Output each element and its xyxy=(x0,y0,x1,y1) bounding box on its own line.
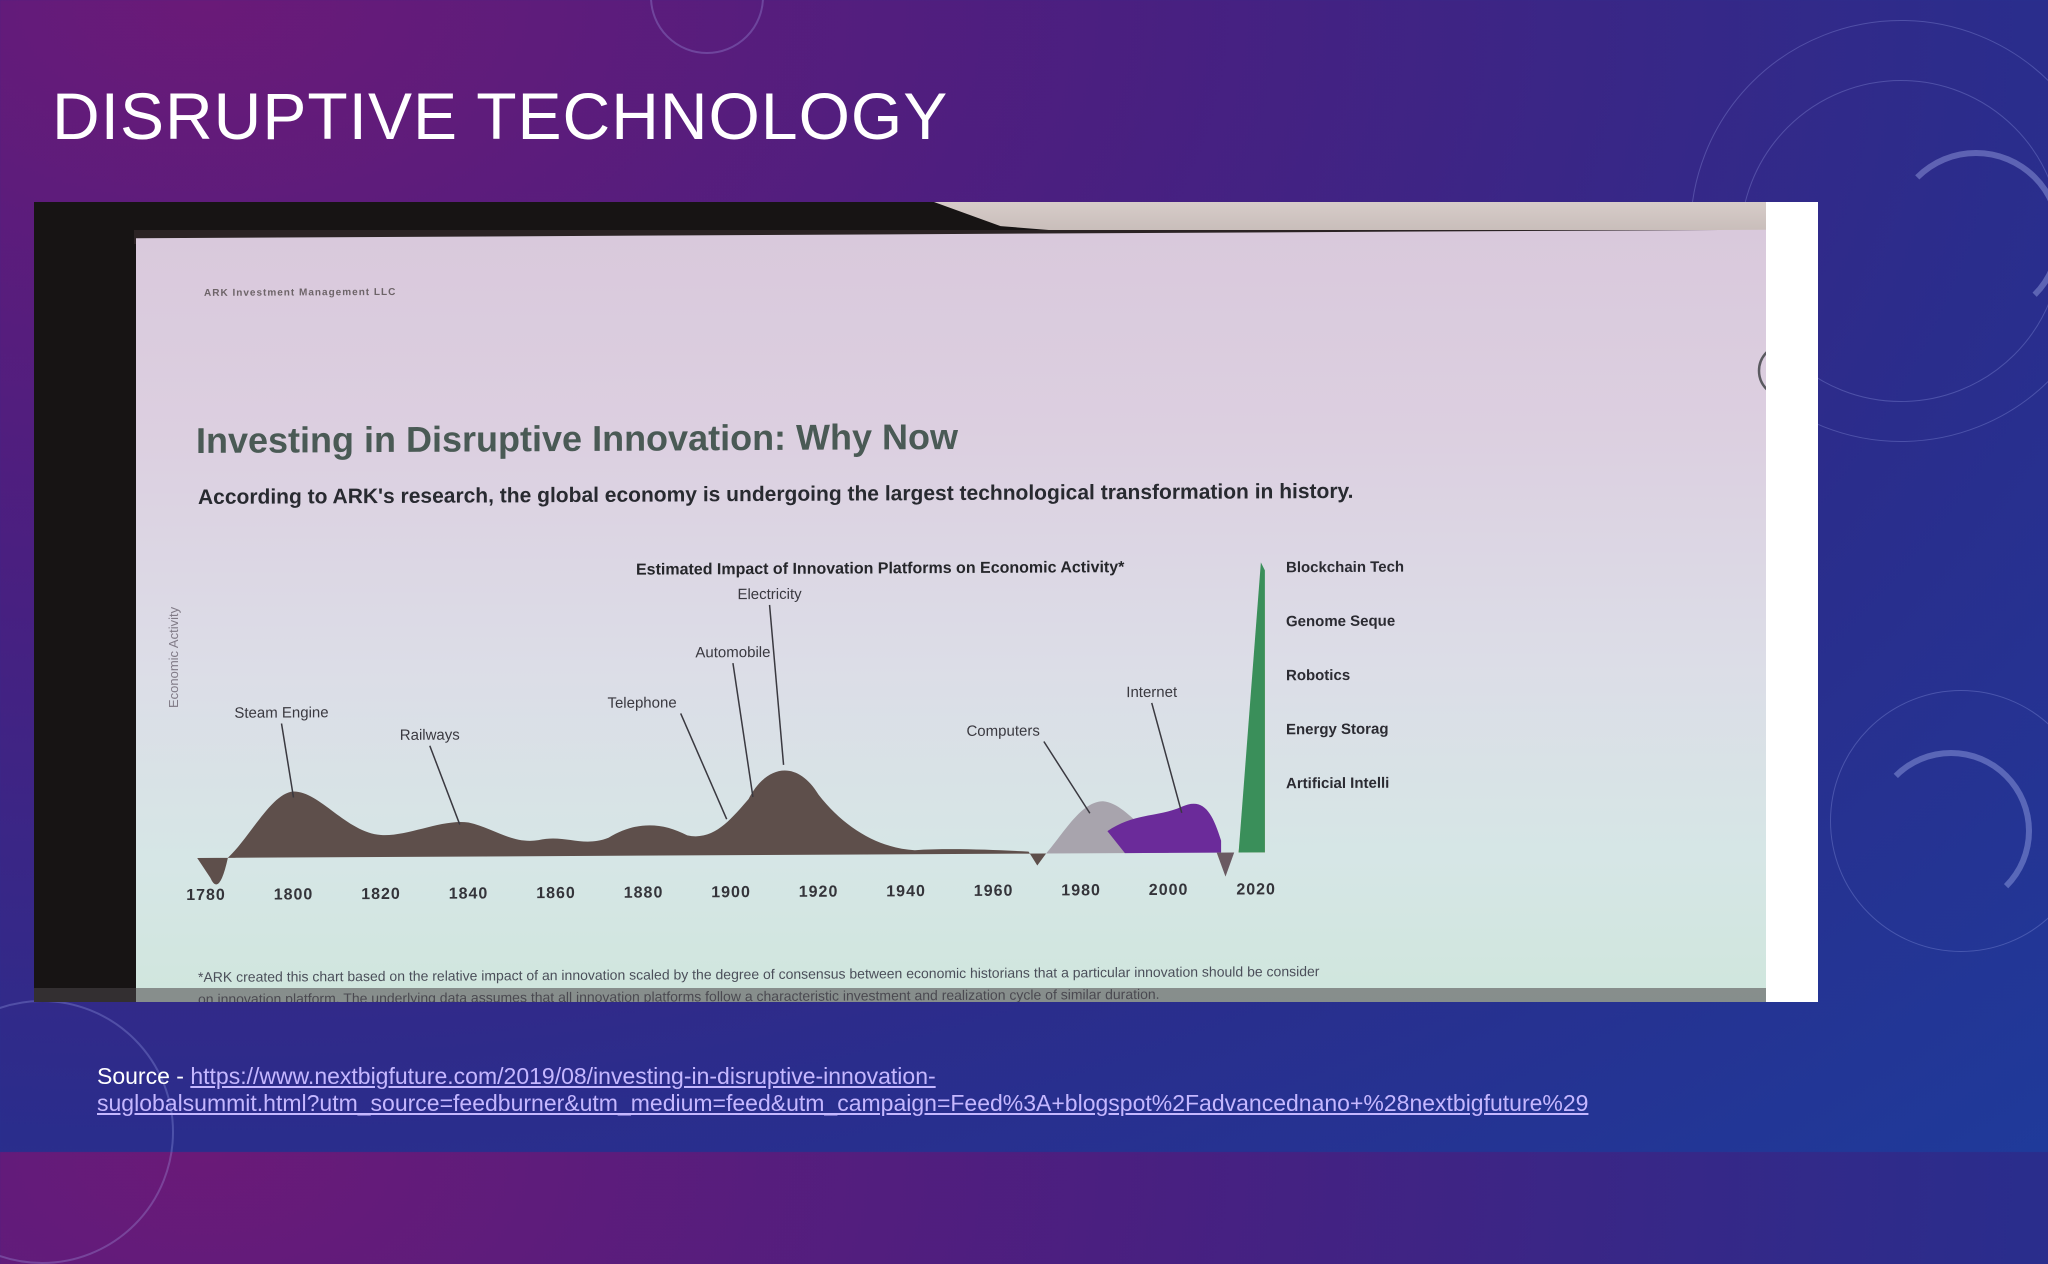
x-tick-label: 2020 xyxy=(1236,881,1276,898)
legend-entry: Energy Storag xyxy=(1286,721,1389,739)
annotation-label: Telephone xyxy=(607,694,676,711)
chart-photo: ARK Investment Management LLC Investing … xyxy=(34,202,1818,1002)
x-tick-label: 1960 xyxy=(974,883,1014,900)
source-link-line1: https://www.nextbigfuture.com/2019/08/in… xyxy=(190,1063,936,1089)
x-tick-label: 2000 xyxy=(1149,882,1189,899)
x-tick-label: 1980 xyxy=(1061,882,1101,899)
annotation-label: Electricity xyxy=(737,586,802,603)
x-tick-label: 1920 xyxy=(799,884,839,901)
annotation-leader xyxy=(1151,702,1183,813)
x-tick-label: 1840 xyxy=(449,885,489,902)
internet-area xyxy=(1107,803,1222,854)
annotation-label: Steam Engine xyxy=(234,704,328,721)
ark-logo-icon xyxy=(1757,343,1766,398)
x-tick-label: 1800 xyxy=(274,886,314,903)
decor-arc xyxy=(1890,150,2048,322)
source-prefix: Source - xyxy=(97,1063,191,1089)
decor-ring xyxy=(0,1000,174,1264)
decor-ring xyxy=(650,0,764,54)
annotation-leader xyxy=(732,663,754,798)
decor-arc xyxy=(1870,750,2032,912)
dip-area xyxy=(1216,852,1235,877)
annotation-label: Internet xyxy=(1126,684,1178,701)
legend-entry: Genome Seque xyxy=(1286,613,1395,631)
x-tick-label: 1820 xyxy=(361,886,401,903)
x-tick-label: 1880 xyxy=(624,885,664,902)
annotation-label: Railways xyxy=(400,727,460,744)
annotation-leader xyxy=(768,604,785,765)
source-link-line2: suglobalsummit.html?utm_source=feedburne… xyxy=(97,1090,1589,1116)
projector-screen: ARK Investment Management LLC Investing … xyxy=(136,229,1766,1002)
photo-bottom-edge xyxy=(34,988,1766,1002)
legend-entry: Robotics xyxy=(1286,667,1350,684)
source-link[interactable]: https://www.nextbigfuture.com/2019/08/in… xyxy=(97,1063,1977,1117)
x-tick-label: 1900 xyxy=(711,884,751,901)
legend-entry: Blockchain Tech xyxy=(1286,559,1404,577)
x-tick-label: 1940 xyxy=(886,883,926,900)
slide-title: DISRUPTIVE TECHNOLOGY xyxy=(52,79,949,153)
annotation-leader xyxy=(429,745,461,825)
source-citation: Source - https://www.nextbigfuture.com/2… xyxy=(97,1063,1977,1117)
x-tick-label: 1780 xyxy=(186,887,226,904)
annotation-label: Automobile xyxy=(695,644,770,661)
annotation-leader xyxy=(280,723,295,798)
annotation-leader xyxy=(679,713,728,820)
emerging-area xyxy=(1238,562,1265,853)
annotation-leader xyxy=(1043,741,1091,814)
annotation-label: Computers xyxy=(966,723,1039,740)
legend-entry: Artificial Intelli xyxy=(1286,775,1389,793)
x-tick-label: 1860 xyxy=(536,885,576,902)
impact-chart: Steam Engine Railways Telephone Automobile E… xyxy=(186,559,1404,904)
historical-innovation-area xyxy=(197,770,1047,885)
